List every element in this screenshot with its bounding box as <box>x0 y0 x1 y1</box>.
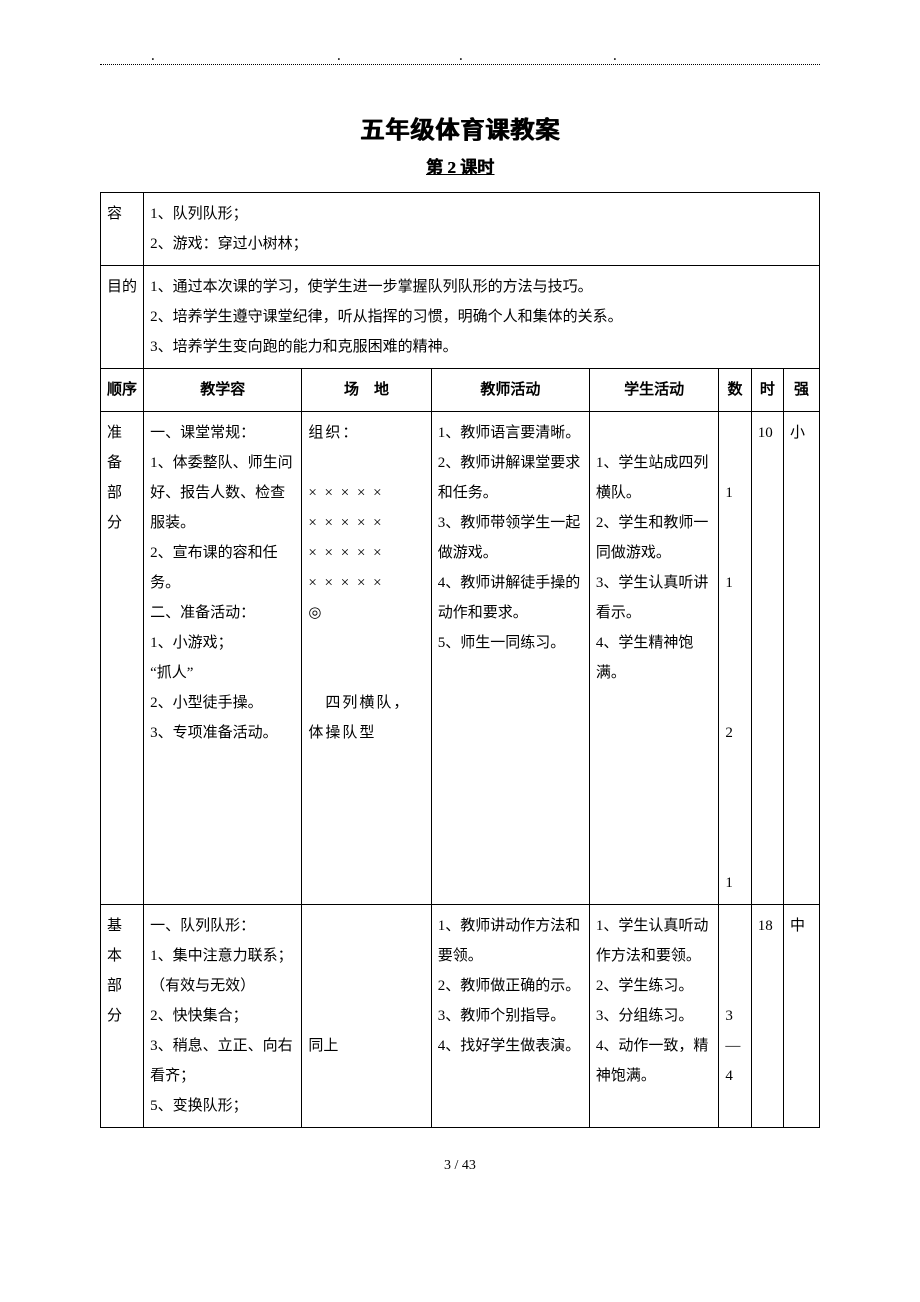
doc-title: 五年级体育课教案 <box>100 110 820 145</box>
cell-basic-shu: 3 — 4 <box>719 905 751 1128</box>
cell-basic-student: 1、学生认真听动作方法和要领。 2、学生练习。 3、分组练习。 4、动作一致，精… <box>589 905 718 1128</box>
col-header-shu: 数 <box>719 369 751 412</box>
cell-basic-teach-text: 一、队列队形： 1、集中注意力联系； （有效与无效） 2、快快集合； 3、稍息、… <box>150 918 293 1114</box>
table-row: 容 1、队列队形； 2、游戏：穿过小树林； <box>101 193 820 266</box>
cell-basic-shi: 18 <box>751 905 783 1128</box>
col-header-student: 学生活动 <box>589 369 718 412</box>
cell-prep-shu: 1 1 2 1 <box>719 412 751 905</box>
cell-basic-teach: 一、队列队形： 1、集中注意力联系； （有效与无效） 2、快快集合； 3、稍息、… <box>144 905 302 1128</box>
section-label-basic: 基 本 部 分 <box>101 905 144 1128</box>
cell-prep-shi: 10 <box>751 412 783 905</box>
cell-rong-content: 1、队列队形； 2、游戏：穿过小树林； <box>144 193 820 266</box>
table-row: 准 备 部 分 一、课堂常规： 1、体委整队、师生问好、报告人数、检查服装。 2… <box>101 412 820 905</box>
cell-basic-teacher: 1、教师讲动作方法和要领。 2、教师做正确的示。 3、教师个别指导。 4、找好学… <box>431 905 589 1128</box>
table-row: 目的 1、通过本次课的学习，使学生进一步掌握队列队形的方法与技巧。 2、培养学生… <box>101 266 820 369</box>
cell-prep-teach: 一、课堂常规： 1、体委整队、师生问好、报告人数、检查服装。 2、宣布课的容和任… <box>144 412 302 905</box>
cell-prep-qiang: 小 <box>784 412 820 905</box>
cell-prep-venue: 组织： × × × × × × × × × × × × × × × × × × … <box>302 412 431 905</box>
col-header-teach: 教学容 <box>144 369 302 412</box>
cell-prep-teacher: 1、教师语言要清晰。 2、教师讲解课堂要求和任务。 3、教师带领学生一起做游戏。… <box>431 412 589 905</box>
cell-mudi-content: 1、通过本次课的学习，使学生进一步掌握队列队形的方法与技巧。 2、培养学生遵守课… <box>144 266 820 369</box>
table-row: 基 本 部 分 一、队列队形： 1、集中注意力联系； （有效与无效） 2、快快集… <box>101 905 820 1128</box>
lesson-plan-table: 容 1、队列队形； 2、游戏：穿过小树林； 目的 1、通过本次课的学习，使学生进… <box>100 192 820 1128</box>
cell-prep-student: 1、学生站成四列横队。 2、学生和教师一同做游戏。 3、学生认真听讲看示。 4、… <box>589 412 718 905</box>
col-header-venue: 场 地 <box>302 369 431 412</box>
section-label-prep: 准 备 部 分 <box>101 412 144 905</box>
col-header-qiang: 强 <box>784 369 820 412</box>
cell-basic-venue: 同上 <box>302 905 431 1128</box>
row-label-rong: 容 <box>101 193 144 266</box>
row-label-mudi: 目的 <box>101 266 144 369</box>
page-number: 3 / 43 <box>100 1158 820 1174</box>
col-header-order: 顺序 <box>101 369 144 412</box>
cell-basic-qiang: 中 <box>784 905 820 1128</box>
top-dotted-rule <box>100 64 820 65</box>
col-header-shi: 时 <box>751 369 783 412</box>
col-header-teacher: 教师活动 <box>431 369 589 412</box>
table-header-row: 顺序 教学容 场 地 教师活动 学生活动 数 时 强 <box>101 369 820 412</box>
doc-subtitle: 第 2 课时 <box>100 153 820 178</box>
